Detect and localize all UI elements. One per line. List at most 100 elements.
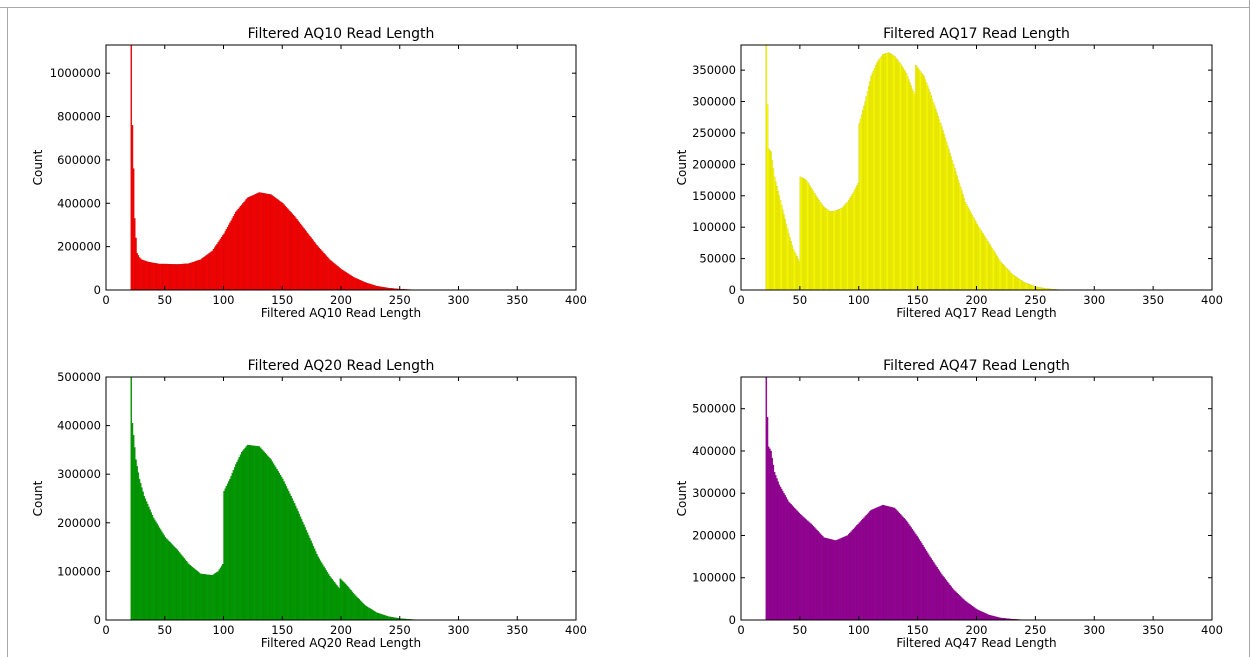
histogram-bar	[923, 546, 925, 621]
histogram-bar	[295, 505, 297, 621]
histogram-bar	[977, 609, 980, 621]
histogram-bar	[273, 197, 276, 291]
histogram-bar	[865, 515, 868, 621]
histogram-bar	[978, 227, 981, 291]
histogram-bar	[385, 615, 387, 621]
histogram-bar	[790, 504, 792, 621]
histogram-bar	[223, 233, 225, 291]
y-tick-label: 150000	[692, 189, 736, 203]
histogram-bar	[780, 205, 783, 291]
histogram-bar	[977, 225, 980, 291]
histogram-bar	[771, 160, 773, 291]
histogram-bar	[958, 595, 961, 621]
histogram-bar	[357, 279, 359, 291]
histogram-bar	[145, 501, 148, 621]
histogram-bar	[978, 610, 981, 621]
histogram-bar	[843, 536, 845, 621]
histogram-bar	[1009, 271, 1011, 291]
histogram-bar	[1025, 283, 1028, 291]
histogram-bar	[183, 558, 185, 621]
histogram-bar	[320, 250, 323, 291]
histogram-bar	[1026, 283, 1029, 291]
histogram-bar	[357, 597, 359, 621]
histogram-bar	[265, 193, 268, 291]
histogram-bar	[154, 262, 156, 291]
histogram-bar	[266, 193, 269, 291]
histogram-bar	[137, 472, 140, 621]
histogram-bar	[165, 263, 168, 291]
histogram-bar	[193, 261, 196, 291]
histogram-bar	[270, 459, 272, 621]
histogram-bar	[198, 572, 201, 621]
histogram-bar	[184, 263, 187, 291]
histogram-bar	[829, 538, 831, 621]
x-tick-label: 0	[737, 623, 744, 637]
histogram-bar	[259, 447, 262, 621]
histogram-bar	[225, 486, 228, 621]
histogram-bar	[936, 567, 938, 621]
histogram-bar	[780, 488, 783, 621]
histogram-bar	[802, 178, 804, 291]
x-tick-label: 0	[102, 623, 109, 637]
histogram-bar	[311, 543, 313, 621]
histogram-bar	[287, 209, 290, 291]
histogram-bar	[779, 486, 782, 621]
histogram-bar	[139, 483, 142, 621]
histogram-bar	[929, 91, 931, 291]
histogram-bar	[802, 516, 804, 621]
histogram-bar	[791, 245, 793, 291]
histogram-bar	[263, 451, 265, 621]
histogram-bar	[275, 467, 277, 621]
x-tick-label: 400	[1201, 293, 1223, 307]
histogram-bar	[982, 612, 984, 621]
histogram-bar	[921, 73, 923, 291]
histogram-bar	[787, 501, 790, 621]
histogram-bar	[961, 597, 963, 621]
histogram-bar	[985, 238, 988, 291]
histogram-bar	[876, 62, 878, 291]
histogram-bar	[370, 608, 372, 621]
histogram-bar	[175, 264, 177, 291]
histogram-bar	[144, 260, 147, 291]
histogram-bar	[265, 454, 268, 621]
histogram-bar	[988, 242, 990, 291]
x-tick-label: 350	[1142, 623, 1164, 637]
histogram-bar	[909, 525, 911, 621]
histogram-bar	[267, 194, 270, 291]
histogram-bar	[942, 130, 944, 291]
histogram-bar	[197, 571, 199, 621]
histogram-bar	[936, 112, 938, 291]
histogram-bar	[286, 488, 289, 621]
histogram-bar	[785, 497, 788, 621]
histogram-bar	[340, 579, 343, 621]
histogram-bar	[831, 539, 833, 621]
histogram-bar	[343, 582, 345, 621]
y-tick-label: 1000000	[50, 66, 101, 80]
histogram-bar	[151, 515, 154, 621]
histogram-bar	[895, 509, 897, 621]
histogram-bar	[931, 560, 934, 621]
histogram-bar	[771, 457, 773, 621]
histogram-bar	[151, 262, 154, 291]
histogram-bar	[143, 495, 145, 621]
histogram-bar	[775, 181, 777, 291]
histogram-bar	[289, 493, 291, 621]
histogram-bar	[767, 148, 770, 291]
histogram-bar	[981, 611, 983, 621]
histogram-bar	[344, 271, 346, 291]
histogram-bar	[850, 196, 852, 291]
histogram-bar	[244, 447, 246, 621]
histogram-bar	[169, 542, 171, 621]
histogram-bar	[898, 512, 901, 621]
histogram-bar	[966, 602, 969, 621]
histogram-bar	[303, 228, 305, 291]
histogram-bar	[275, 197, 277, 291]
histogram-bar	[832, 539, 835, 621]
histogram-bar	[293, 216, 296, 291]
histogram-bar	[280, 476, 283, 621]
histogram-bar	[359, 280, 362, 291]
histogram-bar	[865, 96, 868, 291]
histogram-bar	[840, 208, 843, 291]
histogram-bar	[306, 232, 309, 291]
histogram-bar	[313, 548, 316, 621]
